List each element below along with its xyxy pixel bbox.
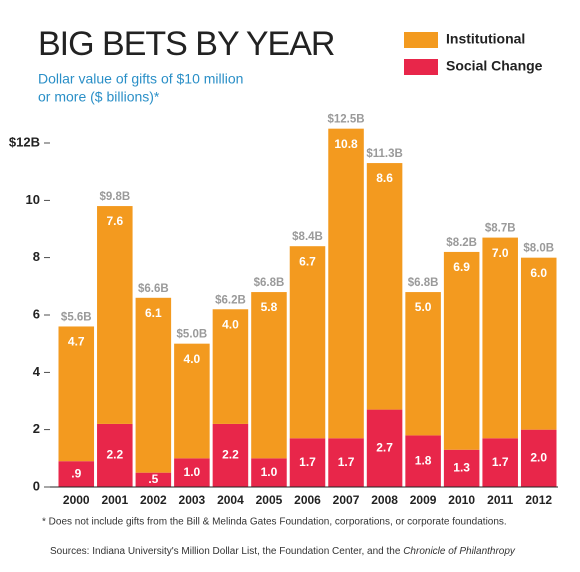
y-tick-label: 4 — [33, 364, 41, 379]
value-label: 2.2 — [222, 448, 239, 462]
value-label: 1.7 — [338, 455, 355, 469]
bar-segment — [443, 251, 480, 450]
bar-segment — [328, 438, 364, 487]
total-label: $9.8B — [99, 191, 130, 203]
value-label: 4.0 — [184, 352, 201, 366]
y-tick-label: 10 — [26, 192, 40, 207]
bar-segment — [520, 429, 557, 487]
value-label: 5.0 — [415, 300, 432, 314]
value-label: 1.0 — [261, 465, 278, 479]
total-label: $5.6B — [61, 311, 92, 323]
total-label: $12.5B — [327, 114, 364, 126]
x-tick-label: 2009 — [410, 493, 437, 507]
legend-label: Institutional — [446, 31, 525, 47]
total-label: $6.8B — [408, 277, 439, 289]
bar-segment — [135, 472, 172, 487]
bar-segment — [482, 438, 518, 487]
x-tick-label: 2011 — [487, 493, 513, 507]
value-label: .9 — [71, 466, 81, 480]
total-label: $6.2B — [215, 294, 246, 306]
y-tick-label: 2 — [33, 421, 40, 436]
x-tick-label: 2003 — [179, 493, 206, 507]
value-label: 1.8 — [415, 453, 432, 467]
value-label: 2.0 — [530, 451, 547, 465]
sources-text: Sources: Indiana University's Million Do… — [50, 546, 403, 557]
x-tick-label: 2000 — [63, 493, 90, 507]
y-tick-label: 6 — [33, 306, 40, 321]
x-tick-label: 2008 — [371, 493, 398, 507]
bar-segment — [405, 292, 441, 436]
value-label: 1.7 — [492, 455, 509, 469]
value-label: 7.0 — [492, 246, 509, 260]
subtitle: or more ($ billions)* — [38, 89, 160, 105]
subtitle: Dollar value of gifts of $10 million — [38, 71, 243, 87]
bar-segment — [174, 458, 210, 487]
bar-segment — [520, 257, 557, 430]
total-label: $8.0B — [523, 243, 554, 255]
x-tick-label: 2001 — [101, 493, 128, 507]
legend-swatch — [404, 59, 438, 75]
bar-segment — [251, 292, 287, 459]
total-label: $6.6B — [138, 283, 169, 295]
value-label: 2.7 — [376, 440, 393, 454]
bar-segment — [135, 297, 172, 473]
bar-segment — [289, 438, 326, 487]
x-tick-label: 2004 — [217, 493, 244, 507]
value-label: 6.0 — [530, 266, 547, 280]
x-tick-label: 2012 — [525, 493, 552, 507]
legend-label: Social Change — [446, 58, 543, 74]
chart-title: BIG BETS BY YEAR — [38, 25, 334, 63]
bar-segment — [212, 423, 249, 487]
bar-segment — [174, 343, 210, 459]
bar-segment — [97, 423, 133, 487]
x-tick-label: 2010 — [448, 493, 475, 507]
total-label: $8.2B — [446, 237, 477, 249]
total-label: $6.8B — [254, 277, 285, 289]
total-label: $11.3B — [366, 148, 402, 160]
value-label: 6.9 — [453, 260, 470, 274]
bar-segment — [58, 461, 95, 487]
value-label: 10.8 — [334, 137, 358, 151]
bar-segment — [482, 237, 518, 439]
total-label: $5.0B — [177, 329, 208, 341]
value-label: 8.6 — [376, 171, 393, 185]
footnote: * Does not include gifts from the Bill &… — [42, 517, 507, 528]
sources: Sources: Indiana University's Million Do… — [50, 546, 516, 557]
x-tick-label: 2007 — [333, 493, 360, 507]
x-tick-label: 2006 — [294, 493, 321, 507]
value-label: 6.7 — [299, 254, 316, 268]
value-label: 4.7 — [68, 335, 85, 349]
value-label: 1.0 — [184, 465, 201, 479]
total-label: $8.7B — [485, 223, 516, 235]
value-label: 7.6 — [106, 214, 123, 228]
bar-segment — [366, 163, 403, 410]
y-tick-label: $12B — [9, 134, 40, 149]
bar-segment — [443, 449, 480, 487]
sources-italic: Chronicle of Philanthropy — [403, 546, 516, 557]
value-label: 4.0 — [222, 317, 239, 331]
bar-segment — [366, 409, 403, 487]
x-tick-label: 2002 — [140, 493, 167, 507]
total-label: $8.4B — [292, 231, 323, 243]
value-label: 6.1 — [145, 306, 162, 320]
bar-segment — [405, 435, 441, 487]
bar-segment — [58, 326, 95, 462]
value-label: 5.8 — [261, 300, 278, 314]
value-label: .5 — [148, 472, 158, 486]
y-tick-label: 8 — [33, 249, 40, 264]
value-label: 2.2 — [106, 448, 123, 462]
bar-segment — [212, 309, 249, 424]
value-label: 1.3 — [453, 461, 470, 475]
x-tick-label: 2005 — [256, 493, 283, 507]
legend-swatch — [404, 32, 438, 48]
value-label: 1.7 — [299, 455, 316, 469]
y-tick-label: 0 — [33, 478, 40, 493]
bar-segment — [97, 206, 133, 424]
bar-segment — [251, 458, 287, 487]
bar-segment — [328, 128, 364, 439]
bar-segment — [289, 246, 326, 439]
